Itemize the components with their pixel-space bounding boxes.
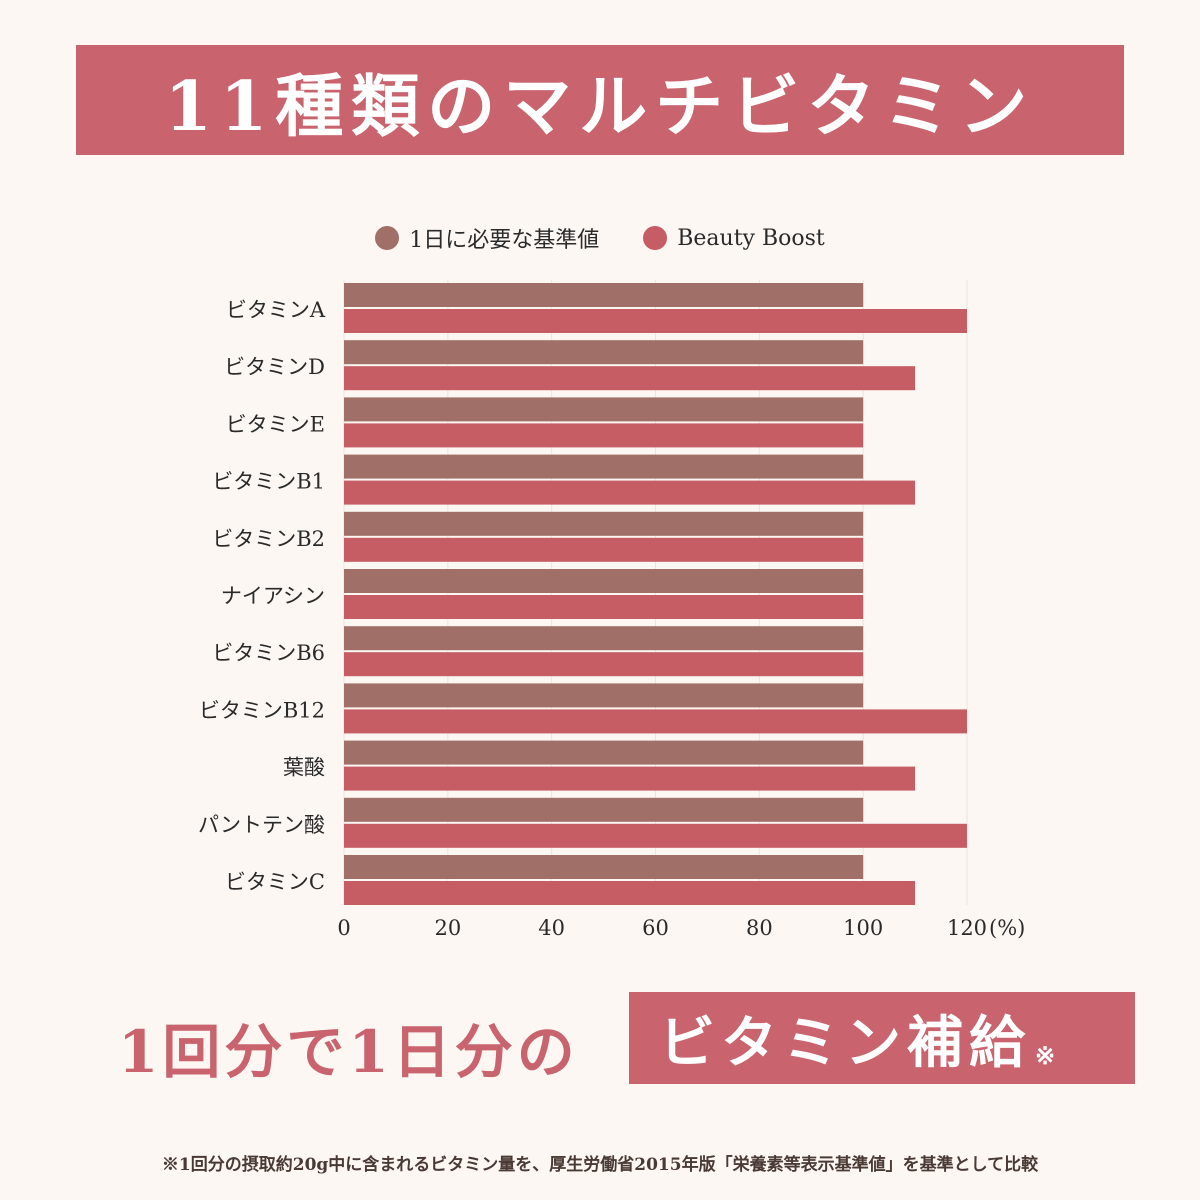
bar-product <box>344 595 864 619</box>
legend-label-product: Beauty Boost <box>677 225 825 251</box>
bar-product <box>344 709 967 734</box>
bar-chart: 0 20 40 60 80 100 120 (%) ビタミンA ビタミンD ビタミンE ビタミンB1 ビ… <box>198 280 1025 940</box>
x-tick-label: 40 <box>538 916 565 940</box>
bar-reference <box>344 740 864 765</box>
bar-reference <box>344 683 864 708</box>
bar-product <box>344 766 916 791</box>
category-label: ビタミンB1 <box>212 470 325 494</box>
footnote: ※1回分の摂取約20g中に含まれるビタミン量を、厚生労働省2015年版「栄養素等… <box>161 1155 1039 1175</box>
bar-reference <box>344 797 864 822</box>
category-label: ビタミンA <box>226 298 326 322</box>
bar-reference <box>344 454 864 479</box>
legend-label-reference: 1日に必要な基準値 <box>409 228 600 253</box>
x-tick-label: 100 <box>843 916 883 940</box>
bar-reference <box>344 340 864 365</box>
category-label: ビタミンB6 <box>212 641 325 665</box>
category-label: パントテン酸 <box>198 813 325 837</box>
category-label: ビタミンD <box>224 355 325 379</box>
bar-reference <box>344 569 864 593</box>
legend-dot-reference <box>375 226 400 250</box>
category-label: ビタミンC <box>225 870 325 894</box>
x-tick-label: 60 <box>642 916 669 940</box>
category-label: 葉酸 <box>283 756 325 780</box>
page-title: 11種類のマルチビタミン <box>164 66 1036 147</box>
category-label: ビタミンE <box>226 412 325 436</box>
title-banner: 11種類のマルチビタミン <box>76 45 1124 155</box>
category-label: ビタミンB2 <box>212 527 325 551</box>
chart-legend: 1日に必要な基準値 Beauty Boost <box>0 222 1200 254</box>
bar-reference <box>344 283 864 307</box>
summary-highlight: ビタミン補給 <box>659 1009 1031 1076</box>
legend-dot-product <box>643 226 668 250</box>
legend-item-reference: 1日に必要な基準値 <box>375 222 599 254</box>
summary-mark: ※ <box>1035 1041 1056 1070</box>
bar-product <box>344 652 864 677</box>
x-tick-label: 0 <box>337 916 350 940</box>
bar-reference <box>344 626 864 651</box>
bar-reference <box>344 397 864 422</box>
bar-product <box>344 309 967 333</box>
bar-product <box>344 423 864 448</box>
bar-product <box>344 537 864 562</box>
legend-item-product: Beauty Boost <box>643 222 825 254</box>
x-tick-label: 120 <box>947 916 987 940</box>
bar-product <box>344 881 916 905</box>
summary-highlight-box: ビタミン補給 ※ <box>629 992 1135 1084</box>
bar-reference <box>344 855 864 879</box>
x-unit-label: (%) <box>989 916 1025 940</box>
x-tick-label: 80 <box>746 916 773 940</box>
bar-reference <box>344 511 864 536</box>
bar-product <box>344 823 967 848</box>
category-label: ビタミンB12 <box>199 698 325 722</box>
x-tick-label: 20 <box>434 916 461 940</box>
bar-product <box>344 480 916 505</box>
bar-product <box>344 366 916 391</box>
category-label: ナイアシン <box>221 584 325 608</box>
summary-lead: 1回分で1日分の <box>118 1018 579 1086</box>
